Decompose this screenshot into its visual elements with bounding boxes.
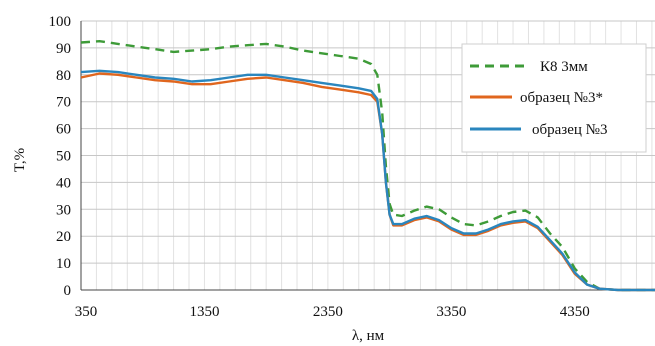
y-axis-label: T,% xyxy=(12,148,28,172)
legend-label-k8: К8 3мм xyxy=(540,59,588,75)
tick-labels: 0 10 20 30 40 50 60 70 80 90 100 350 1350 2350 3350 435… xyxy=(49,14,590,320)
legend-label-sample3: образец №3 xyxy=(532,122,607,138)
y-tick-label: 30 xyxy=(56,202,71,218)
series-line-sample3 xyxy=(80,69,655,292)
y-tick-label: 90 xyxy=(56,41,71,57)
y-tick-label: 40 xyxy=(56,175,71,191)
y-tick-label: 50 xyxy=(56,149,71,165)
y-tick-label: 100 xyxy=(49,14,72,30)
legend: К8 3мм образец №3* образец №3 xyxy=(461,43,647,153)
y-tick-label: 60 xyxy=(56,122,71,138)
legend-item-sample3: образец №3 xyxy=(470,122,607,138)
x-tick-label: 3350 xyxy=(436,304,466,320)
x-axis-label: λ, нм xyxy=(352,328,385,344)
legend-item-sample3star: образец №3* xyxy=(470,90,603,106)
series-line-k8 xyxy=(80,40,655,292)
x-tick-label: 2350 xyxy=(313,304,343,320)
x-tick-label: 1350 xyxy=(189,304,219,320)
y-tick-label: 10 xyxy=(56,256,71,272)
y-tick-label: 20 xyxy=(56,229,71,245)
y-tick-label: 80 xyxy=(56,68,71,84)
series-lines xyxy=(80,40,655,292)
y-tick-label: 70 xyxy=(56,95,71,111)
x-tick-label: 350 xyxy=(75,304,98,320)
legend-label-sample3star: образец №3* xyxy=(520,90,603,106)
legend-item-k8: К8 3мм xyxy=(470,59,588,75)
x-tick-label: 4350 xyxy=(560,304,590,320)
y-tick-label: 0 xyxy=(64,283,72,299)
axes xyxy=(80,21,655,291)
